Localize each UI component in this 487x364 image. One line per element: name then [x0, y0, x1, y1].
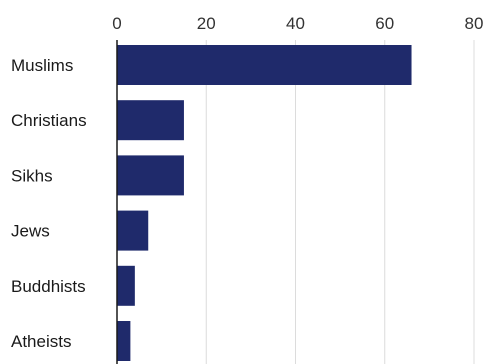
bars — [117, 45, 412, 361]
bar-atheists — [117, 321, 131, 361]
x-tick-label: 80 — [465, 14, 484, 33]
category-labels: Muslims Christians Sikhs Jews Buddhists Athei… — [11, 56, 87, 351]
bar-christians — [117, 100, 184, 141]
category-label: Atheists — [11, 332, 71, 351]
x-tick-label: 0 — [112, 14, 121, 33]
bar-jews — [117, 210, 149, 251]
x-axis-ticks: 0 20 40 60 80 — [112, 14, 483, 33]
category-label: Sikhs — [11, 166, 53, 185]
x-tick-label: 20 — [197, 14, 216, 33]
x-tick-label: 40 — [286, 14, 305, 33]
category-label: Jews — [11, 222, 50, 241]
category-label: Buddhists — [11, 277, 86, 296]
bar-buddhists — [117, 265, 135, 306]
category-label: Muslims — [11, 56, 73, 75]
gridlines — [205, 40, 475, 364]
bar-sikhs — [117, 155, 184, 196]
category-label: Christians — [11, 111, 87, 130]
bar-muslims — [117, 45, 412, 85]
x-tick-label: 60 — [375, 14, 394, 33]
